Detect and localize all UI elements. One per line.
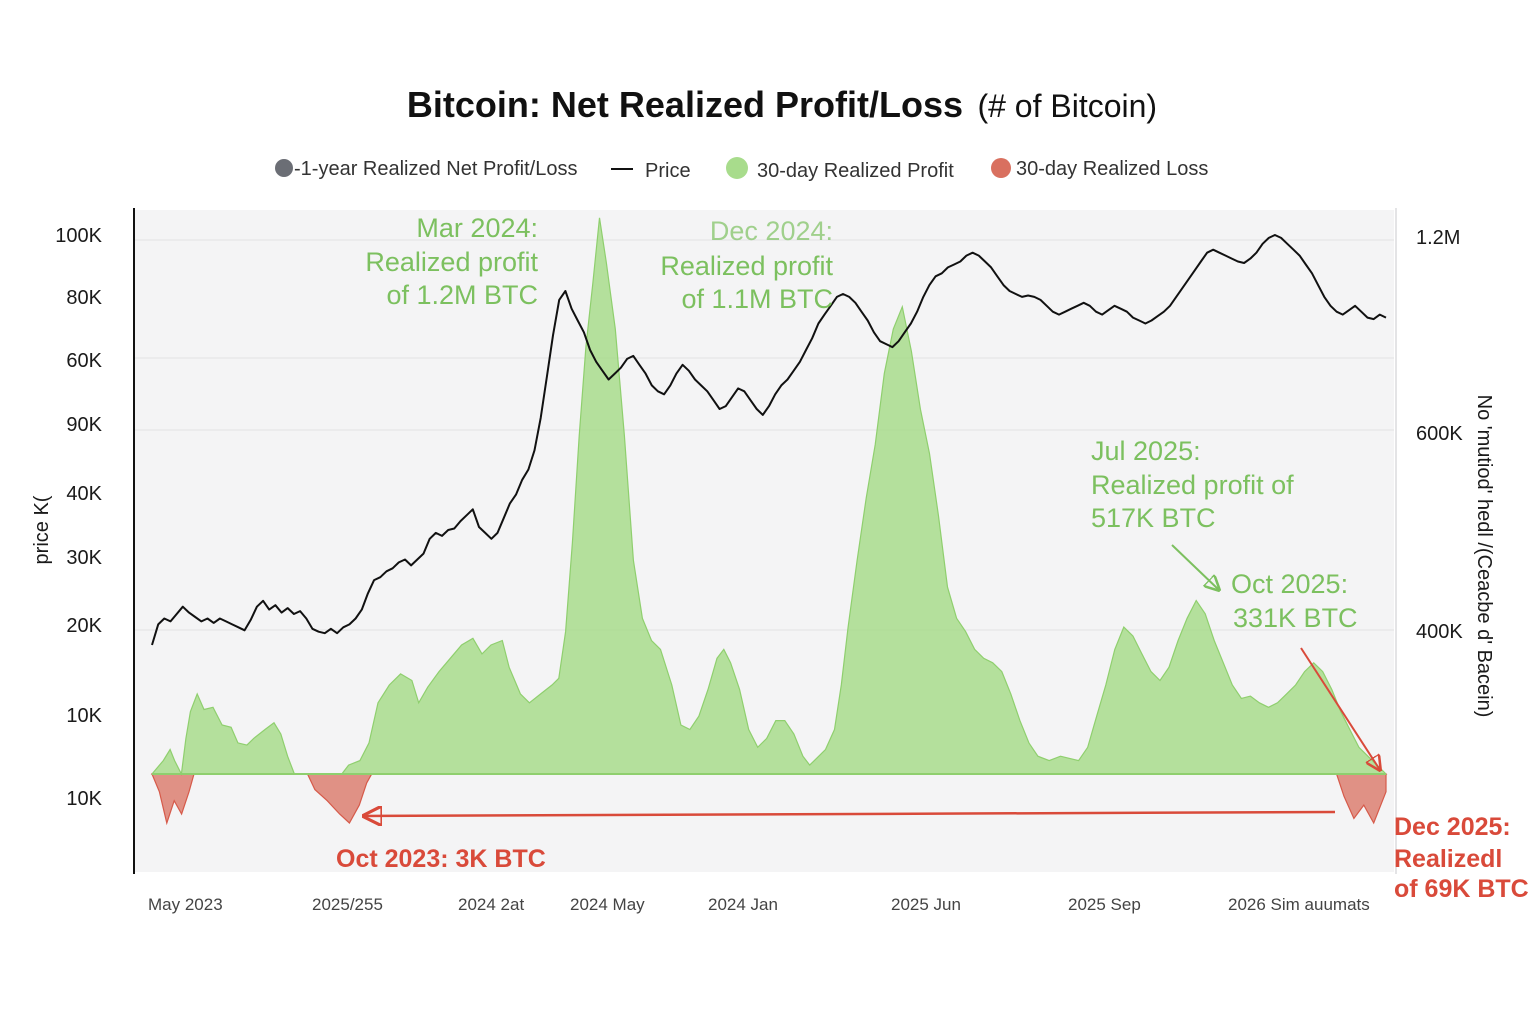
legend-label-price: Price bbox=[645, 160, 691, 182]
y-left-tick: 80K bbox=[66, 287, 102, 309]
y-left-tick: 10K bbox=[66, 705, 102, 727]
annotation-line: of 1.1M BTC bbox=[681, 284, 833, 314]
annotation-dec-2025: Dec 2025: Realizedl of 69K BTC bbox=[1394, 813, 1529, 903]
x-tick: 2024 Jan bbox=[708, 895, 778, 914]
annotation-dec-2024: Dec 2024: Realized profit of 1.1M BTC bbox=[660, 216, 833, 314]
annotation-line: Dec 2024: bbox=[710, 216, 833, 246]
x-tick: 2025/255 bbox=[312, 895, 383, 914]
y-left-tick: 40K bbox=[66, 483, 102, 505]
annotation-arrow-oct-2023 bbox=[364, 812, 1336, 816]
y-right-tick: 400K bbox=[1416, 621, 1463, 643]
title-main: Bitcoin: Net Realized Profit/Loss bbox=[407, 84, 963, 125]
series-area-realized-profit bbox=[150, 217, 1388, 777]
annotation-line: Realized profit bbox=[660, 251, 833, 281]
y-right-axis-label: No 'mutiod' hedl /(Ceacbe d' Bacein) bbox=[1473, 395, 1495, 718]
annotation-oct-2023: Oct 2023: 3K BTC bbox=[336, 845, 546, 873]
annotation-line: Realized profit of bbox=[1091, 470, 1294, 500]
annotation-line: 331K BTC bbox=[1233, 603, 1358, 633]
annotation-line: Dec 2025: bbox=[1394, 813, 1511, 841]
legend-marker-profit bbox=[726, 157, 748, 179]
annotation-line: Realizedl bbox=[1394, 845, 1502, 873]
x-tick: 2024 2at bbox=[458, 895, 524, 914]
y-left-tick: 60K bbox=[66, 350, 102, 372]
annotation-line: of 69K BTC bbox=[1394, 875, 1529, 903]
legend: -1-year Realized Net Profit/Loss Price 3… bbox=[275, 157, 1208, 182]
x-tick: 2025 Sep bbox=[1068, 895, 1141, 914]
x-tick: 2025 Jun bbox=[891, 895, 961, 914]
y-left-axis-label: price K( bbox=[31, 495, 53, 564]
annotation-jul-2025: Jul 2025: Realized profit of 517K BTC bbox=[1091, 436, 1294, 533]
legend-label-loss: 30-day Realized Loss bbox=[1016, 158, 1208, 180]
x-tick: 2026 Sim auumats bbox=[1228, 895, 1370, 914]
y-left-tick: 90K bbox=[66, 414, 102, 436]
chart-title: Bitcoin: Net Realized Profit/Loss (# of … bbox=[407, 84, 1157, 125]
annotation-oct-2025: Oct 2025: 331K BTC bbox=[1231, 569, 1358, 633]
series-area-realized-loss bbox=[151, 773, 1387, 826]
annotation-arrow-dec-2025 bbox=[1300, 647, 1380, 770]
x-tick: 2024 May bbox=[570, 895, 645, 914]
y-left-tick: 30K bbox=[66, 547, 102, 569]
y-left-tick: 10K bbox=[66, 788, 102, 810]
annotation-arrow-jul-2025 bbox=[1171, 544, 1219, 590]
annotation-line: Realized profit bbox=[365, 247, 538, 277]
legend-label-profit: 30-day Realized Profit bbox=[757, 160, 954, 182]
y-right-tick: 1.2M bbox=[1416, 227, 1460, 249]
legend-marker-net bbox=[275, 159, 293, 177]
x-tick: May 2023 bbox=[148, 895, 223, 914]
annotation-mar-2024: Mar 2024: Realized profit of 1.2M BTC bbox=[365, 213, 538, 310]
series-layer bbox=[150, 217, 1388, 826]
legend-marker-loss bbox=[991, 158, 1011, 178]
annotation-line: 517K BTC bbox=[1091, 503, 1216, 533]
annotation-line: Jul 2025: bbox=[1091, 436, 1201, 466]
annotation-line: of 1.2M BTC bbox=[386, 280, 538, 310]
y-right-tick: 600K bbox=[1416, 423, 1463, 445]
y-left-tick: 20K bbox=[66, 615, 102, 637]
annotation-line: Oct 2025: bbox=[1231, 569, 1348, 599]
annotation-line: Mar 2024: bbox=[416, 213, 538, 243]
y-right-ticks: 1.2M 600K 400K bbox=[1416, 227, 1463, 643]
series-line-price bbox=[151, 234, 1387, 646]
y-left-tick: 100K bbox=[55, 225, 102, 247]
y-left-ticks: 100K 80K 60K 90K 40K 30K 20K 10K 10K bbox=[55, 225, 102, 810]
title-suffix: (# of Bitcoin) bbox=[977, 88, 1157, 124]
x-ticks: May 2023 2025/255 2024 2at 2024 May 2024… bbox=[148, 895, 1370, 914]
legend-label-net: -1-year Realized Net Profit/Loss bbox=[294, 158, 577, 180]
